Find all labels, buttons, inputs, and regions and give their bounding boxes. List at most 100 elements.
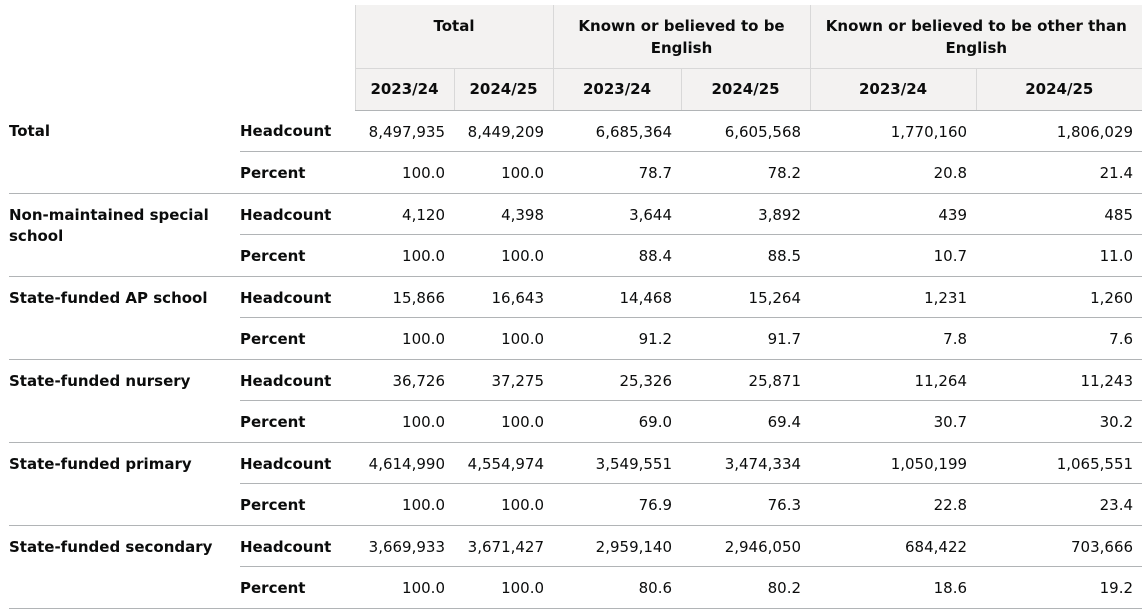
- value-cell: 91.2: [553, 317, 682, 360]
- row-group-label: State-funded AP school: [9, 276, 240, 360]
- year-header: 2023/24: [354, 67, 454, 111]
- year-header: 2023/24: [809, 67, 977, 111]
- header-row: Total Known or believed to be English Know…: [9, 5, 1142, 110]
- value-cell: 7.8: [810, 317, 977, 360]
- value-cell: 16,643: [454, 276, 554, 318]
- group-header: Known or believed to be English: [552, 5, 811, 68]
- value-cell: 1,065,551: [976, 442, 1142, 484]
- value-cell: 1,231: [810, 276, 977, 318]
- value-cell: 2,946,050: [681, 525, 811, 567]
- value-cell: 76.3: [681, 483, 811, 526]
- year-header: 2024/25: [680, 67, 811, 111]
- value-cell: 14,468: [553, 276, 682, 318]
- table-head: Total Known or believed to be English Know…: [9, 5, 1142, 111]
- value-cell: 100.0: [454, 234, 554, 277]
- value-cell: 2,959,140: [553, 525, 682, 567]
- value-cell: 6,685,364: [553, 110, 682, 152]
- value-cell: 25,326: [553, 359, 682, 401]
- table-row: Percent 100.0 100.0 69.0 69.4 30.7 30.2: [9, 400, 1142, 443]
- value-cell: 37,275: [454, 359, 554, 401]
- value-cell: 485: [976, 193, 1142, 235]
- blank-header: [9, 5, 355, 110]
- measure-label: Headcount: [240, 193, 355, 235]
- value-cell: 69.0: [553, 400, 682, 443]
- value-cell: 3,549,551: [553, 442, 682, 484]
- measure-label: Percent: [240, 317, 355, 360]
- value-cell: 684,422: [810, 525, 977, 567]
- table-row: Non-maintained special school Headcount 4,…: [9, 193, 1142, 277]
- value-cell: 100.0: [454, 483, 554, 526]
- value-cell: 18.6: [810, 566, 977, 609]
- table-row: Percent 100.0 100.0 76.9 76.3 22.8 23.4: [9, 483, 1142, 526]
- table-row: State-funded secondary Headcount 3,669,933…: [9, 525, 1142, 609]
- value-cell: 15,866: [355, 276, 454, 318]
- table-row: Percent 100.0 100.0 91.2 91.7 7.8 7.6: [9, 317, 1142, 360]
- value-cell: 703,666: [976, 525, 1142, 567]
- measure-label: Percent: [240, 234, 355, 277]
- group-header: Total: [354, 5, 554, 68]
- value-cell: 3,892: [681, 193, 811, 235]
- measure-label: Headcount: [240, 442, 355, 484]
- measure-label: Percent: [240, 566, 355, 609]
- value-cell: 11,264: [810, 359, 977, 401]
- value-cell: 8,449,209: [454, 110, 554, 152]
- value-cell: 8,497,935: [355, 110, 454, 152]
- measure-label: Headcount: [240, 110, 355, 152]
- value-cell: 76.9: [553, 483, 682, 526]
- value-cell: 78.7: [553, 151, 682, 194]
- table-container: Total Known or believed to be English Know…: [9, 5, 1142, 609]
- table-row: Percent 100.0 100.0 78.7 78.2 20.8 21.4: [9, 151, 1142, 194]
- measure-label: Percent: [240, 400, 355, 443]
- value-cell: 4,554,974: [454, 442, 554, 484]
- value-cell: 88.4: [553, 234, 682, 277]
- value-cell: 100.0: [454, 400, 554, 443]
- value-cell: 11,243: [976, 359, 1142, 401]
- value-cell: 30.7: [810, 400, 977, 443]
- value-cell: 100.0: [355, 234, 454, 277]
- measure-label: Headcount: [240, 276, 355, 318]
- value-cell: 20.8: [810, 151, 977, 194]
- row-group-label: State-funded primary: [9, 442, 240, 526]
- table-row: State-funded nursery Headcount 36,726 37,27…: [9, 359, 1142, 443]
- value-cell: 11.0: [976, 234, 1142, 277]
- value-cell: 10.7: [810, 234, 977, 277]
- table-row: State-funded primary Headcount 4,614,990 4,…: [9, 442, 1142, 526]
- value-cell: 1,770,160: [810, 110, 977, 152]
- row-group-label: Total: [9, 110, 240, 194]
- value-cell: 21.4: [976, 151, 1142, 194]
- value-cell: 3,474,334: [681, 442, 811, 484]
- value-cell: 15,264: [681, 276, 811, 318]
- measure-label: Percent: [240, 483, 355, 526]
- measure-label: Headcount: [240, 525, 355, 567]
- value-cell: 100.0: [454, 317, 554, 360]
- value-cell: 100.0: [355, 483, 454, 526]
- table-row: Percent 100.0 100.0 88.4 88.5 10.7 11.0: [9, 234, 1142, 277]
- value-cell: 3,671,427: [454, 525, 554, 567]
- value-cell: 80.6: [553, 566, 682, 609]
- data-table: Total Known or believed to be English Know…: [9, 5, 1142, 609]
- header-row: 2023/24 2024/25 2023/24 2024/25 2023/24 2024/…: [9, 67, 1142, 111]
- value-cell: 4,120: [355, 193, 454, 235]
- value-cell: 22.8: [810, 483, 977, 526]
- year-header: 2023/24: [552, 67, 682, 111]
- value-cell: 88.5: [681, 234, 811, 277]
- value-cell: 100.0: [454, 151, 554, 194]
- value-cell: 100.0: [355, 566, 454, 609]
- value-cell: 6,605,568: [681, 110, 811, 152]
- value-cell: 3,669,933: [355, 525, 454, 567]
- value-cell: 1,260: [976, 276, 1142, 318]
- value-cell: 3,644: [553, 193, 682, 235]
- row-group-label: State-funded secondary: [9, 525, 240, 609]
- value-cell: 1,050,199: [810, 442, 977, 484]
- value-cell: 1,806,029: [976, 110, 1142, 152]
- value-cell: 30.2: [976, 400, 1142, 443]
- table-body: Total Headcount 8,497,935 8,449,209 6,685,36…: [9, 110, 1142, 609]
- value-cell: 100.0: [355, 151, 454, 194]
- value-cell: 100.0: [355, 317, 454, 360]
- value-cell: 100.0: [454, 566, 554, 609]
- value-cell: 100.0: [355, 400, 454, 443]
- value-cell: 78.2: [681, 151, 811, 194]
- value-cell: 69.4: [681, 400, 811, 443]
- value-cell: 91.7: [681, 317, 811, 360]
